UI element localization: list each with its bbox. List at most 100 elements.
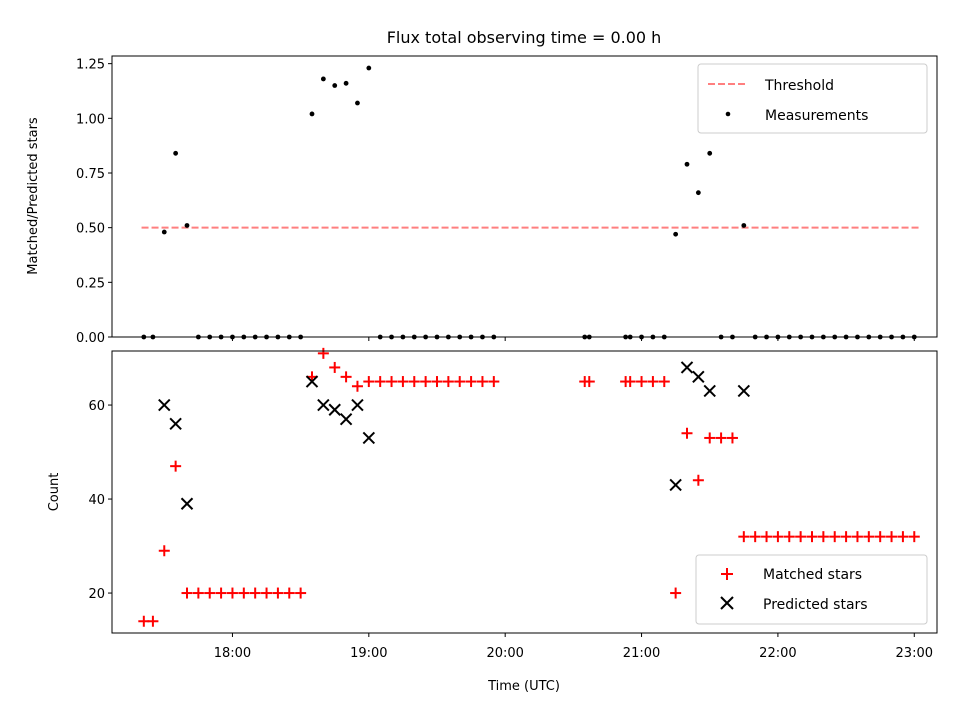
matched-star-marker — [908, 531, 920, 543]
measurement-point — [320, 76, 326, 82]
legend-predicted-swatch — [720, 596, 734, 610]
predicted-star-marker — [737, 384, 751, 398]
matched-star-marker — [158, 545, 170, 557]
matched-star-marker — [704, 432, 716, 444]
top-y-tick-label: 1.25 — [76, 58, 105, 73]
bottom-x-tick-label: 18:00 — [214, 646, 251, 661]
predicted-star-marker — [328, 403, 341, 416]
matched-star-marker — [817, 531, 829, 543]
matched-star-marker — [886, 531, 898, 543]
matched-star-marker — [374, 376, 386, 388]
measurement-point — [173, 150, 179, 156]
legend-matched-label: Matched stars — [763, 567, 862, 583]
matched-star-marker — [583, 376, 595, 388]
matched-star-marker — [238, 587, 250, 599]
matched-star-marker — [386, 376, 398, 388]
top-y-axis-label: Matched/Predicted stars — [26, 117, 41, 275]
matched-star-marker — [192, 587, 204, 599]
chart-title: Flux total observing time = 0.00 h — [387, 28, 662, 47]
bottom-x-tick-label: 22:00 — [759, 646, 796, 661]
measurement-point — [332, 83, 338, 88]
matched-star-marker — [647, 376, 659, 388]
matched-star-marker — [454, 376, 466, 388]
predicted-star-marker — [339, 412, 353, 426]
x-axis-label: Time (UTC) — [487, 679, 560, 694]
measurement-point — [741, 223, 747, 228]
matched-star-marker — [692, 474, 704, 486]
matched-star-marker — [761, 531, 773, 543]
matched-star-marker — [851, 531, 863, 543]
bottom-y-tick-label: 20 — [88, 587, 105, 602]
bottom-x-tick-label: 21:00 — [623, 646, 660, 661]
legend-measurements-label: Measurements — [765, 108, 868, 124]
top-y-ticks: 0.00 0.25 0.50 0.75 1.00 1.25 — [76, 58, 112, 346]
matched-star-marker — [340, 371, 352, 383]
matched-star-marker — [738, 531, 750, 543]
matched-star-marker — [783, 531, 795, 543]
top-y-tick-label: 1.00 — [76, 112, 105, 127]
matched-star-marker — [408, 376, 420, 388]
bottom-y-tick-label: 40 — [88, 493, 105, 508]
top-y-tick-label: 0.50 — [76, 222, 105, 237]
measurement-point — [707, 150, 713, 156]
predicted-star-marker — [158, 398, 171, 412]
predicted-star-marker — [317, 398, 330, 412]
matched-star-marker — [874, 531, 886, 543]
legend-threshold-label: Threshold — [764, 78, 834, 94]
matched-star-marker — [261, 587, 273, 599]
predicted-star-marker — [180, 497, 194, 510]
matched-star-marker — [397, 376, 409, 388]
top-panel: 0.00 0.25 0.50 0.75 1.00 1.25 Matched/Predict… — [26, 55, 938, 346]
matched-star-marker — [636, 376, 648, 388]
predicted-star-marker — [669, 478, 682, 492]
measurement-point — [343, 80, 349, 86]
top-y-tick-label: 0.00 — [76, 331, 105, 346]
legend-predicted-label: Predicted stars — [763, 597, 868, 613]
matched-star-marker — [749, 531, 761, 543]
matched-star-marker — [772, 531, 784, 543]
measurement-point — [161, 229, 167, 235]
measurement-point — [184, 223, 190, 228]
matched-star-marker — [715, 432, 727, 444]
bottom-panel: 20 40 60 18:00 19:00 20:00 21:00 22:00 23:00 Co… — [47, 347, 938, 694]
top-legend-frame — [697, 63, 928, 134]
matched-star-marker — [840, 531, 852, 543]
top-y-tick-label: 0.25 — [76, 276, 105, 291]
matched-star-marker — [272, 587, 284, 599]
measurement-point — [695, 190, 701, 196]
measurement-point — [673, 231, 679, 237]
matched-star-marker — [147, 615, 159, 627]
matched-star-marker — [488, 376, 500, 388]
bottom-x-tick-label: 23:00 — [896, 646, 933, 661]
matched-star-marker — [726, 432, 738, 444]
predicted-star-marker — [362, 431, 376, 445]
matched-star-marker — [363, 376, 375, 388]
top-y-tick-label: 0.75 — [76, 167, 105, 182]
matched-star-marker — [295, 587, 307, 599]
matched-star-marker — [863, 531, 875, 543]
top-legend: Threshold Measurements — [697, 63, 928, 134]
bottom-y-axis-label: Count — [47, 473, 62, 512]
matched-star-marker — [897, 531, 909, 543]
matched-star-marker — [624, 376, 636, 388]
predicted-star-marker — [680, 361, 694, 374]
matched-star-marker — [283, 587, 295, 599]
bottom-y-tick-label: 60 — [88, 399, 105, 414]
predicted-star-marker — [351, 398, 364, 412]
matched-star-marker — [215, 587, 227, 599]
bottom-legend-frame — [695, 554, 928, 625]
matched-star-marker — [329, 361, 341, 373]
matched-star-marker — [431, 376, 443, 388]
top-axes-frame — [111, 55, 938, 338]
bottom-x-tick-label: 19:00 — [350, 646, 387, 661]
matched-star-marker — [249, 587, 261, 599]
matched-star-marker — [658, 376, 670, 388]
bottom-x-ticks: 18:00 19:00 20:00 21:00 22:00 23:00 — [214, 633, 933, 661]
matched-star-marker — [170, 460, 182, 472]
matched-star-marker — [351, 380, 363, 392]
predicted-star-marker — [692, 370, 705, 384]
bottom-y-ticks: 20 40 60 — [88, 399, 112, 602]
bottom-series — [138, 347, 920, 627]
legend-matched-swatch — [721, 568, 733, 580]
bottom-x-tick-label: 20:00 — [486, 646, 523, 661]
